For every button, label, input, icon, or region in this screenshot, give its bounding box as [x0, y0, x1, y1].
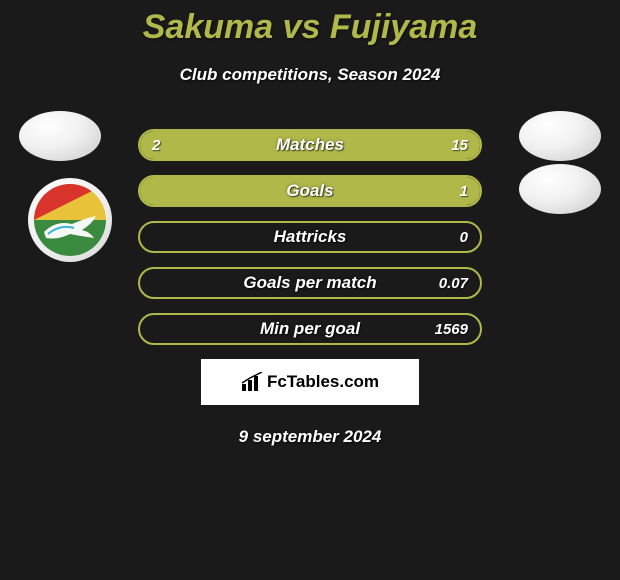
chart-icon: [241, 372, 263, 392]
fctables-logo[interactable]: FcTables.com: [201, 359, 419, 405]
date-text: 9 september 2024: [0, 427, 620, 447]
stat-row: Goals per match0.07: [138, 267, 482, 299]
stat-label: Hattricks: [140, 223, 480, 251]
stat-label: Min per goal: [140, 315, 480, 343]
player-left-avatar: [19, 111, 101, 161]
stat-value-right: 0: [460, 223, 468, 251]
stat-value-left: 2: [152, 131, 160, 159]
stat-row: Hattricks0: [138, 221, 482, 253]
stat-label: Goals per match: [140, 269, 480, 297]
player-right-avatar-1: [519, 111, 601, 161]
stat-value-right: 1569: [435, 315, 468, 343]
stat-value-right: 0.07: [439, 269, 468, 297]
stat-label: Matches: [140, 131, 480, 159]
stat-row: Goals1: [138, 175, 482, 207]
stats-container: Matches2 15 Goals1 Hattricks0 Goals per matc…: [138, 129, 482, 345]
subtitle: Club competitions, Season 2024: [0, 65, 620, 85]
stat-label: Goals: [140, 177, 480, 205]
stat-value-right: 1: [460, 177, 468, 205]
stat-row: Min per goal1569: [138, 313, 482, 345]
page-title: Sakuma vs Fujiyama: [0, 0, 620, 47]
team-badge-left: [28, 178, 112, 262]
bird-icon: [42, 214, 98, 244]
logo-text: FcTables.com: [267, 372, 379, 392]
stat-row: Matches2 15: [138, 129, 482, 161]
stat-value-right: 15: [451, 131, 468, 159]
player-right-avatar-2: [519, 164, 601, 214]
